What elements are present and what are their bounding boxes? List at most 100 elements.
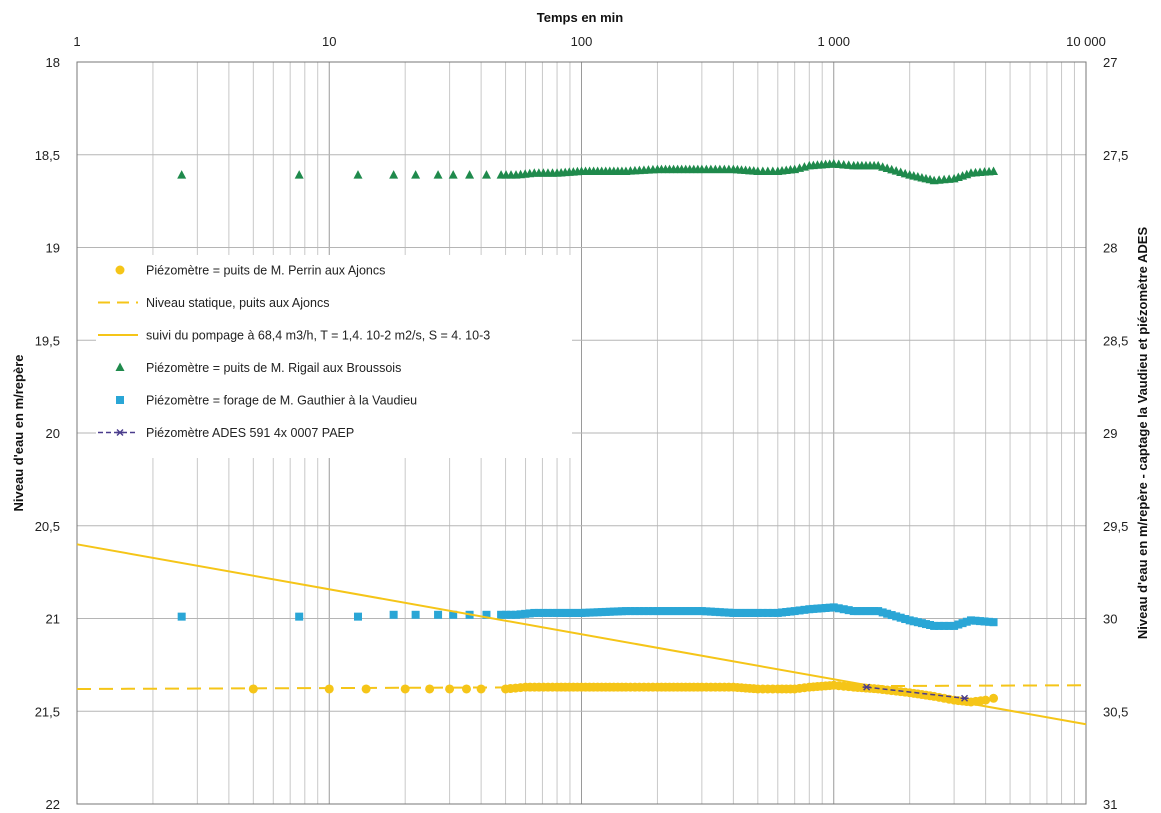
gauthier-point xyxy=(411,610,420,619)
gauthier-point xyxy=(733,608,742,617)
legend-item-static: Niveau statique, puits aux Ajoncs xyxy=(98,296,329,310)
gauthier-point xyxy=(913,618,922,627)
rigail-point xyxy=(389,170,399,179)
gauthier-point xyxy=(434,610,443,619)
rigail-point xyxy=(294,170,304,179)
legend-item-rigail: Piézomètre = puits de M. Rigail aux Brou… xyxy=(115,361,401,375)
gauthier-point xyxy=(962,617,971,626)
gauthier-point xyxy=(976,617,985,626)
rigail-point xyxy=(481,170,491,179)
gauthier-point xyxy=(653,607,662,616)
gauthier-point xyxy=(521,609,530,618)
gauthier-point xyxy=(741,608,750,617)
gauthier-point xyxy=(657,607,666,616)
perrin-point xyxy=(476,684,486,694)
gauthier-point xyxy=(834,604,843,613)
perrin-point xyxy=(361,684,371,694)
gauthier-point xyxy=(689,607,698,616)
gauthier-point xyxy=(909,617,918,626)
perrin-point xyxy=(445,684,455,694)
gauthier-point xyxy=(901,615,910,624)
gauthier-point xyxy=(539,608,548,617)
gauthier-point xyxy=(548,608,557,617)
gauthier-point xyxy=(573,608,582,617)
gauthier-point xyxy=(921,620,930,629)
y-left-tick-label: 19,5 xyxy=(35,333,60,348)
gauthier-point xyxy=(702,607,711,616)
perrin-point xyxy=(989,693,999,703)
gauthier-point xyxy=(525,609,534,618)
legend-label: Niveau statique, puits aux Ajoncs xyxy=(146,296,329,310)
gauthier-point xyxy=(569,608,578,617)
y-left-tick-label: 18 xyxy=(46,55,60,70)
gauthier-point xyxy=(857,607,866,616)
gauthier-point xyxy=(892,612,901,621)
gauthier-point xyxy=(497,610,506,619)
gauthier-point xyxy=(778,608,787,617)
gauthier-point xyxy=(821,603,830,612)
gauthier-point xyxy=(971,616,980,625)
gauthier-point xyxy=(795,606,804,615)
gauthier-point xyxy=(782,608,791,617)
rigail-point xyxy=(465,170,475,179)
gauthier-point xyxy=(635,607,644,616)
gauthier-point xyxy=(724,608,733,617)
x-tick-label: 10 xyxy=(322,34,336,49)
series-static xyxy=(76,684,1087,690)
y-right-tick-label: 29 xyxy=(1103,426,1117,441)
gauthier-point xyxy=(673,607,682,616)
gauthier-point xyxy=(685,607,694,616)
legend-item-perrin: Piézomètre = puits de M. Perrin aux Ajon… xyxy=(115,264,385,278)
rigail-point xyxy=(989,166,999,175)
gauthier-point xyxy=(530,608,539,617)
gauthier-point xyxy=(561,608,570,617)
gauthier-point xyxy=(553,608,562,617)
gauthier-point xyxy=(950,621,959,630)
gauthier-point xyxy=(737,608,746,617)
gauthier-point xyxy=(715,608,724,617)
gauthier-point xyxy=(786,607,795,616)
series-gauthier xyxy=(177,603,998,630)
gauthier-point xyxy=(353,612,362,621)
rigail-point xyxy=(177,170,187,179)
gauthier-point xyxy=(849,607,858,616)
gauthier-point xyxy=(613,607,622,616)
legend-label: Piézomètre = puits de M. Perrin aux Ajon… xyxy=(146,264,385,278)
gauthier-point xyxy=(617,607,626,616)
gauthier-point xyxy=(669,607,678,616)
gauthier-point xyxy=(589,608,598,617)
gauthier-point xyxy=(729,608,738,617)
perrin-point xyxy=(324,684,334,694)
gauthier-point xyxy=(940,621,949,630)
gauthier-point xyxy=(630,607,639,616)
legend-label: Piézomètre = puits de M. Rigail aux Brou… xyxy=(146,361,401,375)
gauthier-point xyxy=(958,619,967,628)
gauthier-point xyxy=(825,603,834,612)
gauthier-point xyxy=(516,610,525,619)
static-line xyxy=(76,684,1087,690)
gauthier-point xyxy=(665,607,674,616)
y-right-tick-label: 29,5 xyxy=(1103,519,1128,534)
gauthier-point xyxy=(926,620,935,629)
ades-line xyxy=(866,686,965,700)
legend-swatch xyxy=(115,265,125,275)
gauthier-point xyxy=(581,608,590,617)
x-axis-title: Temps en min xyxy=(537,10,624,25)
perrin-point xyxy=(461,684,471,694)
y-left-tick-label: 18,5 xyxy=(35,148,60,163)
gauthier-point xyxy=(711,607,720,616)
gauthier-point xyxy=(644,607,653,616)
gauthier-point xyxy=(870,607,879,616)
y-left-tick-label: 20,5 xyxy=(35,519,60,534)
gauthier-point xyxy=(930,621,939,630)
gauthier-point xyxy=(966,616,975,625)
legend-label: suivi du pompage à 68,4 m3/h, T = 1,4. 1… xyxy=(146,329,490,343)
series-perrin xyxy=(248,680,999,707)
gauthier-point xyxy=(878,608,887,617)
legend-swatch xyxy=(115,362,125,371)
y-left-tick-label: 21 xyxy=(46,612,60,627)
gauthier-point xyxy=(512,610,521,619)
gauthier-point xyxy=(609,607,618,616)
ades-point xyxy=(960,694,969,702)
gauthier-point xyxy=(720,608,729,617)
